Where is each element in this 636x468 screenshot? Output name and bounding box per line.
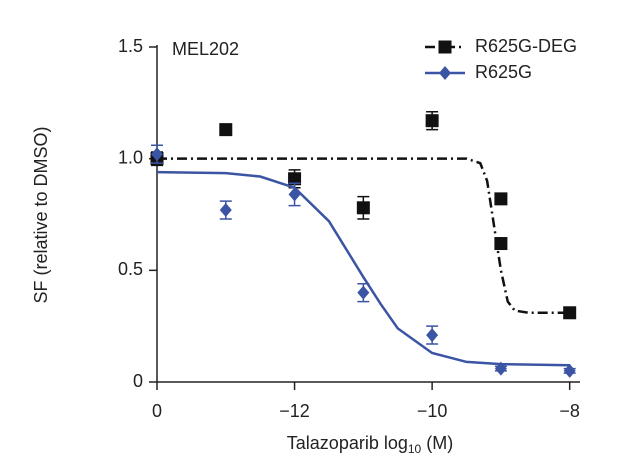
x-tick-label: 0 xyxy=(152,401,162,421)
y-tick-label: 1.5 xyxy=(118,36,143,56)
legend-marker xyxy=(439,66,451,80)
y-tick-label: 0.5 xyxy=(118,259,143,279)
square-marker xyxy=(288,172,302,186)
x-axis-label-part: Talazoparib log xyxy=(287,433,408,453)
x-axis-label: Talazoparib log10 (M) xyxy=(287,433,453,456)
diamond-marker xyxy=(426,328,439,343)
legend-label: R625G-DEG xyxy=(475,36,577,56)
diamond-marker xyxy=(288,187,301,202)
x-tick-label: −12 xyxy=(279,401,310,421)
square-marker xyxy=(494,192,508,206)
square-marker xyxy=(563,306,577,320)
diamond-marker xyxy=(494,361,507,376)
y-tick-label: 0 xyxy=(133,371,143,391)
annotation: MEL202 xyxy=(172,39,239,59)
square-marker xyxy=(356,201,370,215)
y-tick-label: 1.0 xyxy=(118,147,143,167)
diamond-marker xyxy=(219,203,232,218)
legend-label: R625G xyxy=(475,62,532,82)
x-tick-label: −10 xyxy=(417,401,448,421)
x-tick-label: −8 xyxy=(559,401,580,421)
y-axis-label: SF (relative to DMSO) xyxy=(31,126,51,303)
diamond-marker xyxy=(563,363,576,378)
square-marker xyxy=(219,123,233,137)
x-axis-label-sub: 10 xyxy=(408,442,422,456)
square-marker xyxy=(425,114,439,128)
x-axis-label-part: (M) xyxy=(421,433,453,453)
diamond-marker xyxy=(151,147,163,162)
square-marker xyxy=(494,237,508,251)
diamond-marker xyxy=(357,285,370,300)
fit-curve xyxy=(156,170,570,367)
legend-marker xyxy=(438,40,452,54)
fit-curve xyxy=(157,157,570,315)
